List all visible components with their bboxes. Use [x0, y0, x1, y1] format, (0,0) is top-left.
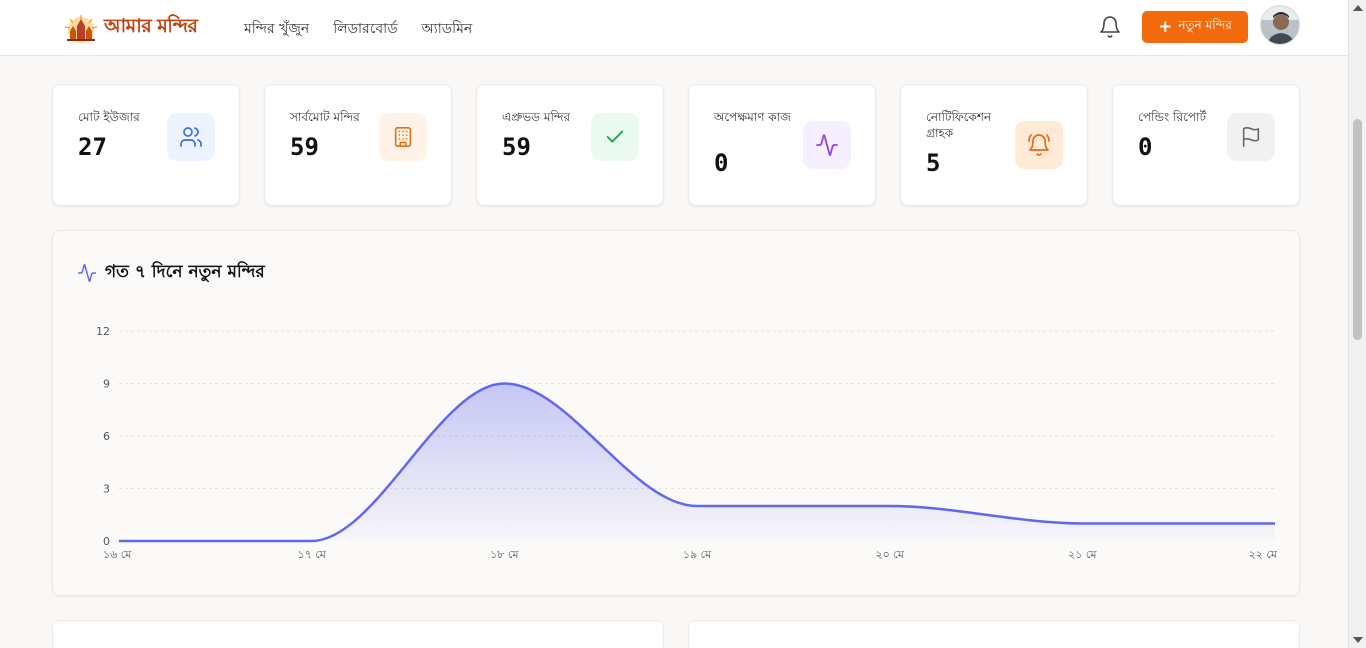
building-icon [394, 127, 412, 147]
activity-icon [77, 263, 97, 283]
stat-icon-box [167, 113, 215, 161]
stat-card-notification-subscribers: নোটিফিকেশন গ্রাহক 5 [900, 84, 1088, 206]
y-tick-label: 6 [103, 430, 110, 443]
activity-icon [816, 134, 838, 156]
chart-title: গত ৭ দিনে নতুন মন্দির [77, 259, 265, 287]
nav-admin[interactable]: অ্যাডমিন [421, 21, 473, 37]
x-tick-label: ২২ মে [1249, 548, 1278, 561]
stat-value: 59 [290, 133, 319, 161]
new-temples-chart-card: গত ৭ দিনে নতুন মন্দির 0 3 6 9 12 ১৬ মে ১৭ মে ১৮… [52, 230, 1300, 596]
stat-label: পেন্ডিং রিপোর্ট [1138, 110, 1207, 124]
x-tick-label: ১৮ মে [490, 548, 519, 561]
stat-icon-box [379, 113, 427, 161]
x-tick-label: ১৯ মে [683, 548, 712, 561]
x-tick-label: ১৬ মে [103, 548, 132, 561]
data-point[interactable] [886, 502, 894, 510]
user-avatar[interactable] [1260, 5, 1300, 45]
stat-icon-box [591, 113, 639, 161]
new-temple-button-label: নতুন মন্দির [1178, 18, 1232, 32]
area-fill [119, 383, 1275, 541]
stat-icon-box [803, 121, 851, 169]
stat-card-total-temples: সার্বমোট মন্দির 59 [264, 84, 452, 206]
page-scrollbar[interactable] [1348, 0, 1366, 648]
bell-ring-icon [1028, 134, 1050, 156]
series-line [119, 382, 1275, 543]
temple-logo-icon [64, 15, 98, 43]
bell-icon[interactable] [1098, 15, 1122, 39]
y-tick-label: 3 [103, 483, 110, 496]
logo-text: আমার মন্দির [104, 15, 198, 37]
x-tick-label: ১৭ মে [297, 548, 326, 561]
plus-icon: + [1158, 16, 1173, 37]
x-tick-label: ২০ মে [875, 548, 904, 561]
stat-label: নোটিফিকেশন গ্রাহক [926, 110, 992, 140]
bottom-card-left [52, 620, 664, 648]
data-point[interactable] [115, 537, 123, 545]
stat-value: 27 [78, 133, 107, 161]
stat-value: 0 [1138, 133, 1153, 161]
nav-leaderboard[interactable]: লিডারবোর্ড [333, 21, 398, 37]
stat-icon-box [1227, 113, 1275, 161]
stat-icon-box [1015, 121, 1063, 169]
nav-find-temple[interactable]: মন্দির খুঁজুন [244, 21, 310, 37]
users-icon [180, 127, 202, 147]
y-tick-label: 0 [103, 535, 110, 548]
site-logo[interactable]: আমার মন্দির [62, 12, 198, 44]
stat-card-pending-reports: পেন্ডিং রিপোর্ট 0 [1112, 84, 1300, 206]
new-temple-button[interactable]: + নতুন মন্দির [1142, 11, 1248, 43]
data-point[interactable] [693, 502, 701, 510]
y-tick-label: 12 [96, 325, 110, 338]
top-navbar: আমার মন্দির মন্দির খুঁজুন লিডারবোর্ড অ্য… [0, 0, 1348, 56]
data-point[interactable] [1078, 520, 1086, 528]
main-nav: মন্দির খুঁজুন লিডারবোর্ড অ্যাডমিন [244, 17, 472, 41]
check-icon [606, 130, 624, 143]
scroll-up-arrow-icon[interactable] [1353, 5, 1363, 11]
stat-value: 5 [926, 149, 941, 177]
avatar-image [1261, 6, 1299, 44]
stat-value: 0 [714, 149, 729, 177]
stat-label: এপ্রুভড মন্দির [502, 110, 571, 124]
flag-icon [1242, 127, 1260, 147]
stat-card-total-users: মোট ইউজার 27 [52, 84, 240, 206]
data-point[interactable] [1271, 520, 1279, 528]
stat-label: মোট ইউজার [78, 110, 140, 124]
scroll-down-arrow-icon[interactable] [1353, 637, 1363, 643]
stat-label: সার্বমোট মন্দির [290, 110, 360, 124]
stat-label: অপেক্ষমাণ কাজ [714, 110, 791, 124]
y-tick-label: 9 [103, 378, 110, 391]
stat-value: 59 [502, 133, 531, 161]
scroll-thumb[interactable] [1353, 119, 1362, 340]
area-chart: 0 3 6 9 12 ১৬ মে ১৭ মে ১৮ মে ১৯ মে ২০ মে ২১ মে ২২ ম… [96, 325, 1279, 561]
x-tick-label: ২১ মে [1068, 548, 1097, 561]
data-point[interactable] [500, 380, 508, 388]
chart-title-text: গত ৭ দিনে নতুন মন্দির [105, 262, 265, 282]
stat-card-pending-tasks: অপেক্ষমাণ কাজ 0 [688, 84, 876, 206]
bottom-card-right [688, 620, 1300, 648]
data-point[interactable] [308, 537, 316, 545]
stat-card-approved-temples: এপ্রুভড মন্দির 59 [476, 84, 664, 206]
